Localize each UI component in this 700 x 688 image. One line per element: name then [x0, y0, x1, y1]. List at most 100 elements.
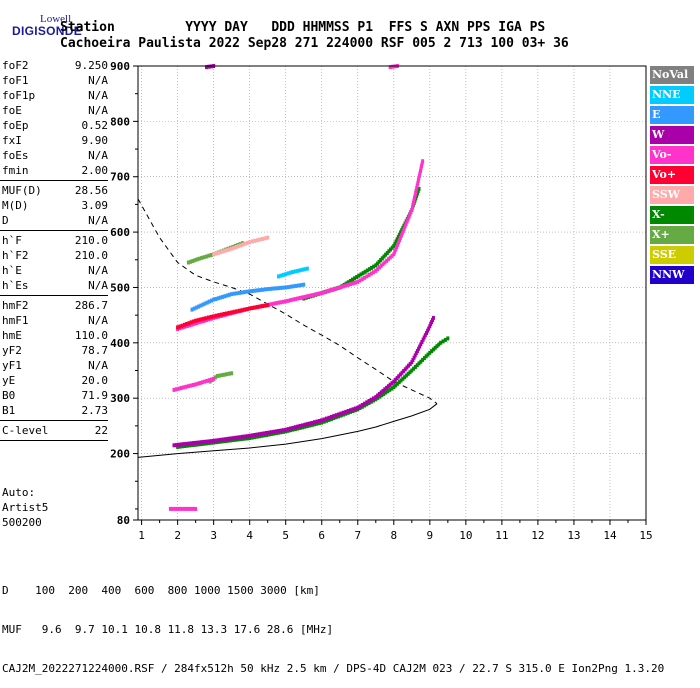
echo-point	[376, 393, 380, 398]
echo-point	[351, 281, 355, 286]
echo-point	[237, 308, 241, 313]
echo-point	[417, 176, 421, 181]
echo-point	[356, 279, 360, 284]
echo-point	[349, 282, 353, 287]
echo-point	[200, 255, 204, 260]
legend-item: Vo-	[650, 146, 694, 164]
echo-point	[416, 189, 420, 194]
echo-point	[353, 280, 357, 285]
footer: D 100 200 400 600 800 1000 1500 3000 [km…	[2, 558, 664, 688]
x-tick-label: 10	[459, 529, 472, 542]
echo-point	[255, 288, 259, 293]
echo-point	[408, 212, 412, 217]
parameter-table: foF2 9.250 foF1 N/A foF1p N/A foE N/A foEp 0.52 fx…	[0, 58, 108, 443]
plot-frame	[137, 65, 647, 521]
echo-point	[405, 365, 409, 370]
echo-point	[381, 388, 385, 393]
echo-point	[250, 306, 254, 310]
x-tick-label: 13	[567, 529, 580, 542]
param-row: foF1p N/A	[0, 88, 108, 103]
echo-point	[277, 429, 280, 433]
echo-point	[186, 506, 190, 511]
echo-point	[216, 296, 220, 301]
logo-lowell: Lowell	[40, 13, 72, 25]
echo-point	[186, 384, 190, 389]
echo-point	[394, 383, 398, 388]
echo-point	[329, 417, 333, 421]
echo-point	[198, 381, 202, 385]
echo-point	[178, 324, 182, 329]
param-value: N/A	[88, 104, 108, 117]
echo-point	[329, 414, 333, 419]
echo-point	[235, 291, 239, 296]
echo-point	[332, 414, 336, 419]
echo-point	[232, 309, 236, 314]
echo-point	[223, 294, 227, 299]
echo-point	[381, 262, 385, 267]
axis-ticks: 1 2 3 4 5 6 7 8 9 10 11 12 13 14 158020030040050060070…	[110, 60, 653, 542]
param-label: h`F2	[2, 249, 29, 262]
param-label: foF1p	[2, 89, 36, 102]
param-value: N/A	[88, 359, 108, 372]
echo-point	[385, 385, 389, 390]
param-row: C-level 22	[0, 423, 108, 438]
echo-point	[262, 431, 266, 436]
param-label: yF2	[2, 344, 22, 357]
logo-digisonde: DIGISONDE	[12, 24, 83, 38]
param-label: M(D)	[2, 199, 29, 212]
param-value: 210.0	[74, 249, 108, 262]
legend-item: X+	[650, 226, 694, 244]
echo-point	[397, 240, 400, 245]
x-tick-label: 5	[282, 529, 289, 542]
echo-point	[401, 228, 405, 233]
echo-point	[248, 289, 252, 294]
echo-point	[239, 243, 243, 248]
x-tick-label: 12	[531, 529, 544, 542]
echo-point	[279, 300, 283, 305]
param-label: fxI	[2, 134, 22, 147]
echo-point	[189, 320, 193, 325]
param-label: foF1	[2, 74, 29, 87]
echo-point	[192, 321, 196, 326]
echo-point	[383, 387, 387, 392]
echo-point	[404, 373, 408, 378]
echo-point	[327, 288, 331, 293]
echo-point	[390, 381, 394, 386]
echo-point	[193, 258, 197, 263]
y-tick-label: 800	[110, 115, 130, 128]
echo-point	[380, 393, 384, 398]
echo-point	[199, 303, 203, 308]
echo-point	[395, 245, 399, 250]
echo-point	[245, 240, 249, 245]
echo-point	[351, 277, 354, 282]
echo-point	[261, 236, 265, 241]
echo-point	[369, 271, 373, 276]
echo-point	[356, 405, 360, 410]
echo-point	[414, 188, 418, 193]
echo-point	[201, 316, 205, 321]
echo-point	[305, 294, 309, 299]
trace-vo-	[176, 159, 425, 331]
echo-point	[431, 318, 434, 322]
echo-point	[419, 342, 423, 347]
param-row: foEs N/A	[0, 148, 108, 163]
echo-point	[248, 436, 252, 441]
echo-point	[313, 422, 316, 427]
echo-point	[182, 322, 186, 327]
echo-point	[176, 506, 180, 511]
echo-point	[426, 352, 430, 357]
echo-point	[397, 380, 401, 385]
echo-point	[365, 268, 369, 273]
echo-point	[393, 377, 397, 382]
echo-point	[286, 271, 290, 276]
echo-point	[363, 401, 366, 406]
echo-point	[407, 214, 411, 219]
autoscaling-info: Auto: Artist5 500200	[2, 485, 48, 530]
echo-point	[205, 254, 208, 259]
echo-point	[236, 435, 240, 440]
echo-point	[221, 437, 225, 442]
legend-item: E	[650, 106, 694, 124]
echo-point	[272, 301, 276, 306]
echo-point	[214, 313, 218, 318]
echo-point	[325, 416, 328, 421]
